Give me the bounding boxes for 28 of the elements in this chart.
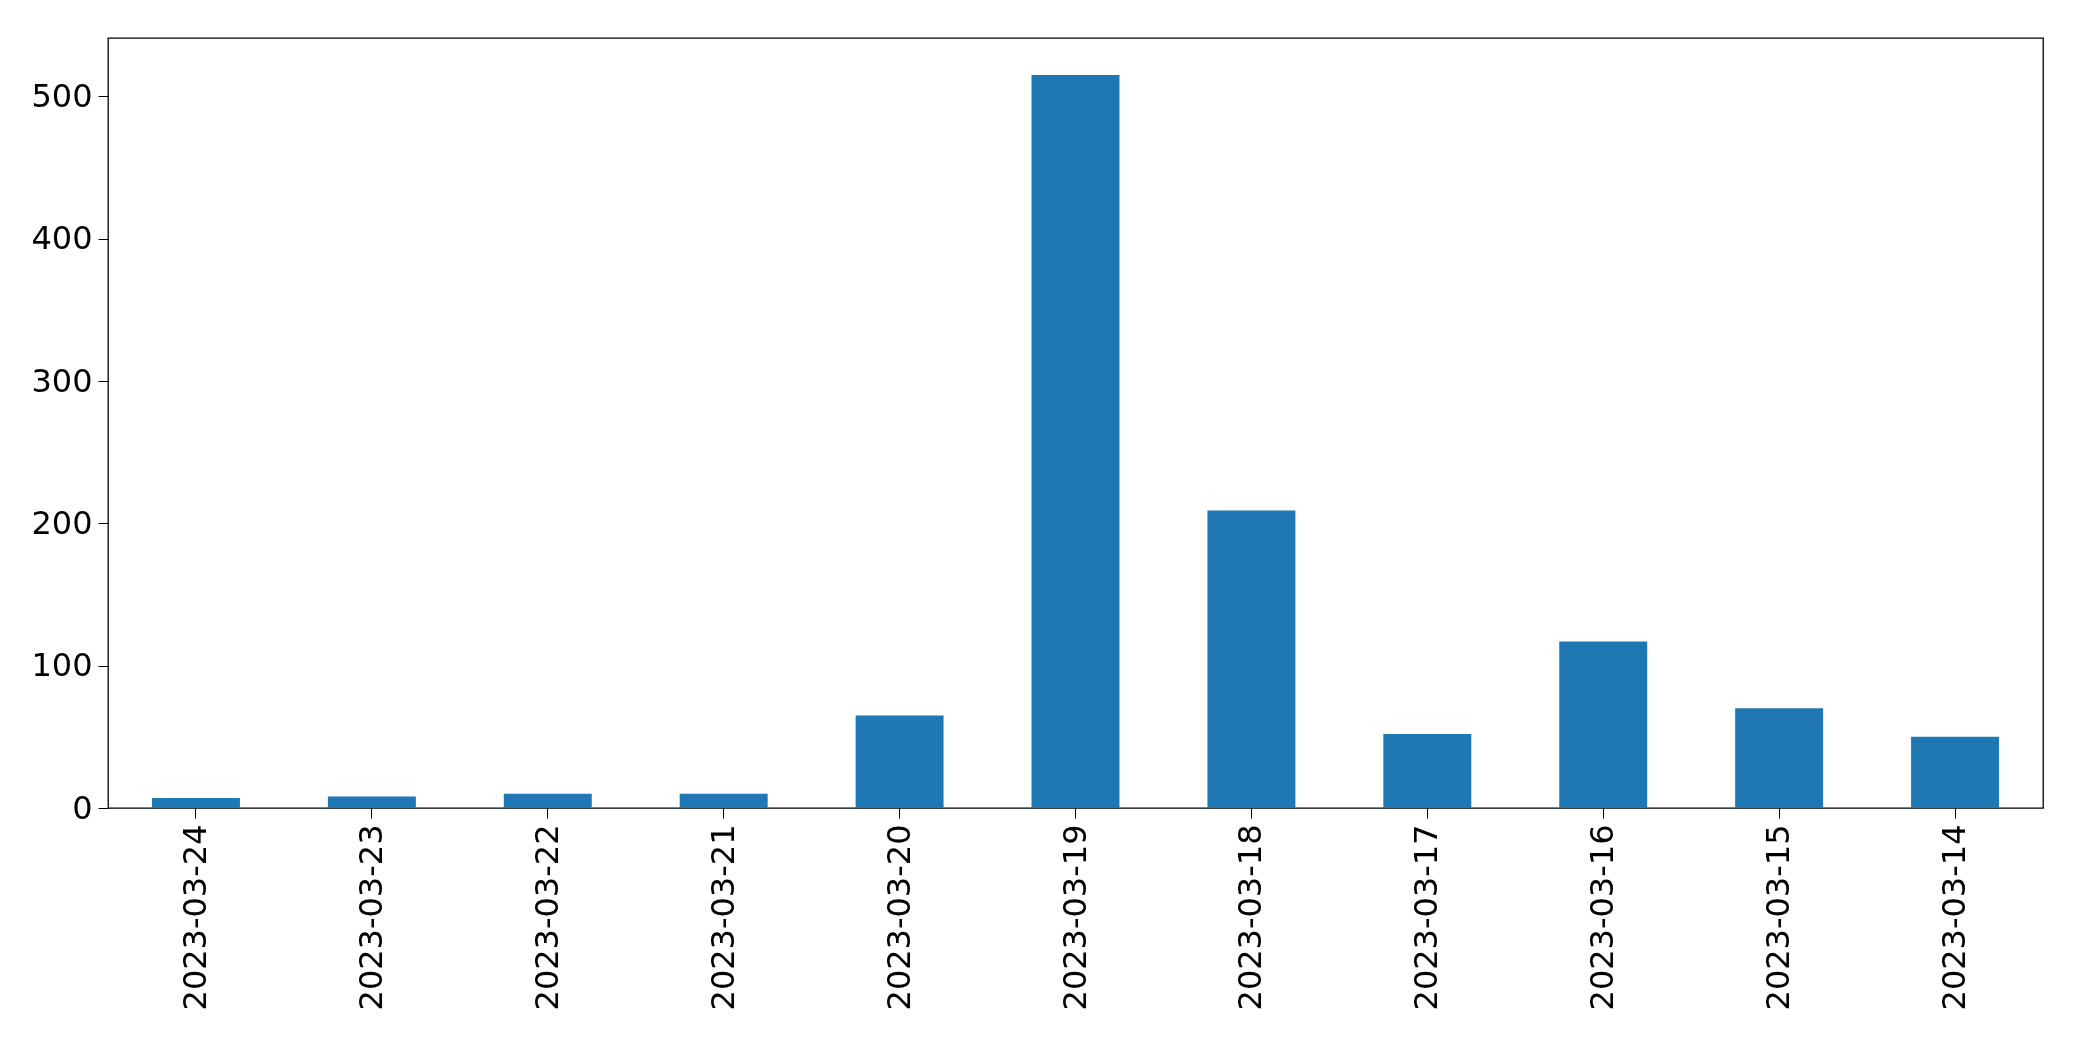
y-tick-label: 0: [72, 788, 93, 827]
x-tick-label: 2023-03-19: [1055, 824, 1094, 1011]
bar: [1911, 736, 2000, 808]
bar: [1735, 708, 1824, 808]
bar: [503, 793, 592, 808]
bar: [679, 793, 768, 808]
x-tick-label: 2023-03-23: [351, 824, 390, 1011]
x-tick-label: 2023-03-21: [703, 824, 742, 1011]
y-tick-label: 300: [31, 361, 93, 400]
x-tick-label: 2023-03-24: [175, 824, 214, 1011]
bar: [1031, 75, 1120, 808]
y-tick-label: 100: [31, 646, 93, 685]
y-tick-label: 400: [31, 219, 93, 258]
x-tick-label: 2023-03-15: [1759, 824, 1798, 1011]
y-tick-label: 200: [31, 503, 93, 542]
x-tick-label: 2023-03-16: [1583, 824, 1622, 1011]
bar: [1207, 510, 1296, 808]
x-tick-label: 2023-03-20: [879, 824, 918, 1011]
x-tick-label: 2023-03-22: [527, 824, 566, 1011]
bar: [855, 715, 944, 808]
x-tick-label: 2023-03-17: [1407, 824, 1446, 1011]
x-tick-label: 2023-03-14: [1935, 824, 1974, 1011]
bar: [1383, 733, 1472, 808]
bar: [1559, 641, 1648, 808]
y-tick-label: 500: [31, 76, 93, 115]
bar: [151, 798, 240, 808]
x-tick-label: 2023-03-18: [1231, 824, 1270, 1011]
bar: [327, 796, 416, 808]
